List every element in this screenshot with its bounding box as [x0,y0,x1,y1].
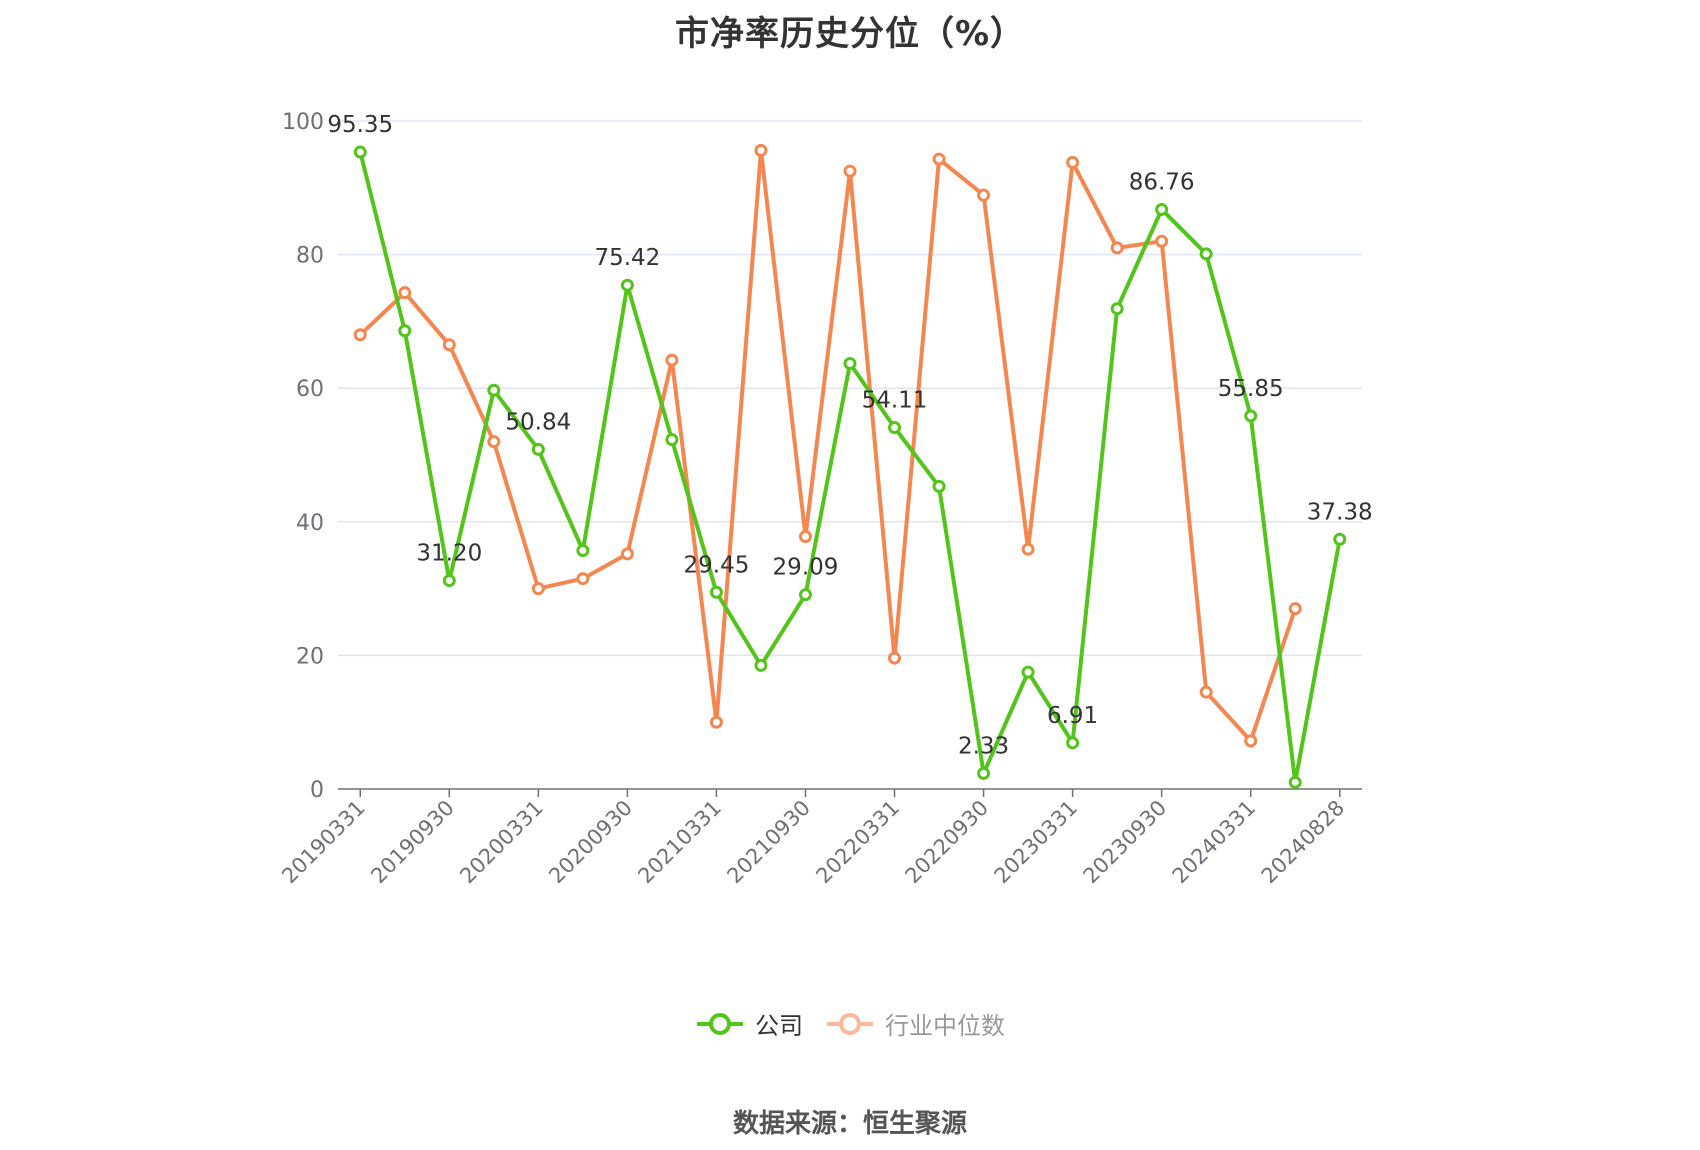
data-point-1 [1066,155,1080,169]
data-point-1 [754,143,768,157]
x-tick-label: 20220331 [812,796,905,889]
data-point-1 [620,547,634,561]
y-tick-label: 80 [296,244,324,269]
x-tick-label: 20200331 [455,796,548,889]
data-point-1 [977,188,991,202]
data-point-0 [932,479,946,493]
data-labels: 95.35 31.20 50.84 75.42 29.45 29.09 54.11 2.33 6… [327,112,1372,759]
data-point-0 [709,585,723,599]
y-tick-label: 20 [296,644,324,669]
data-point-0 [754,658,768,672]
data-point-0 [1155,202,1169,216]
data-point-1 [888,651,902,665]
data-label: 31.20 [416,541,482,567]
data-point-1 [932,152,946,166]
x-tick-label: 20200930 [544,796,637,889]
data-label: 50.84 [505,409,571,435]
data-point-1 [353,328,367,342]
series-line-1 [358,148,1298,743]
x-tick-label: 20230930 [1079,796,1172,889]
data-point-0 [353,145,367,159]
data-point-0 [1021,665,1035,679]
data-point-1 [665,353,679,367]
source-note: 数据来源：恒生聚源 [732,1109,967,1139]
data-point-0 [798,588,812,602]
legend-item-company[interactable]: 公司 [695,1006,803,1041]
y-tick-label: 100 [282,110,324,135]
series-line-0 [358,151,1342,785]
data-point-0 [843,356,857,370]
data-label: 86.76 [1129,169,1195,195]
data-point-0 [977,766,991,780]
data-label: 6.91 [1047,703,1098,729]
data-point-1 [398,286,412,300]
data-label: 29.45 [684,552,750,578]
legend-label-company: 公司 [755,1012,803,1040]
legend-line-circle-icon [827,1012,873,1035]
data-point-1 [798,529,812,543]
data-label: 29.09 [773,555,839,581]
x-tick-label: 20240828 [1257,796,1350,889]
data-point-0 [888,421,902,435]
data-point-1 [576,572,590,586]
data-point-0 [1288,775,1302,789]
data-point-0 [1333,532,1347,546]
data-point-0 [620,278,634,292]
grid-lines [338,120,1362,657]
data-point-1 [1021,542,1035,556]
y-tick-label: 60 [296,377,324,402]
data-point-1 [709,715,723,729]
data-point-1 [442,338,456,352]
legend: 公司 行业中位数 [0,1006,1700,1041]
data-label: 2.33 [958,733,1009,759]
data-point-1 [843,164,857,178]
data-point-0 [442,574,456,588]
data-label: 37.38 [1307,499,1373,525]
axes: 0 20 40 60 80 100 2019033120190930202003312020… [277,110,1362,888]
data-point-1 [531,582,545,596]
x-tick-label: 20190331 [277,796,370,889]
data-point-0 [398,324,412,338]
data-point-0 [487,383,501,397]
data-point-1 [1155,234,1169,248]
data-point-1 [1288,602,1302,616]
legend-line-circle-icon [697,1012,743,1035]
data-point-1 [1244,734,1258,748]
data-point-0 [576,544,590,558]
x-tick-label: 20220930 [901,796,994,889]
data-point-0 [531,442,545,456]
data-point-1 [1110,241,1124,255]
data-point-1 [487,435,501,449]
data-point-0 [1199,247,1213,261]
x-tick-label: 20210930 [722,796,815,889]
legend-label-industry-median: 行业中位数 [885,1012,1005,1040]
x-tick-label: 20230331 [990,796,1083,889]
legend-item-industry-median[interactable]: 行业中位数 [825,1006,1005,1041]
y-tick-label: 40 [296,511,324,536]
data-point-1 [1199,685,1213,699]
x-tick-label: 20210331 [633,796,726,889]
data-label: 55.85 [1218,376,1284,402]
data-point-0 [665,433,679,447]
data-point-0 [1066,736,1080,750]
data-label: 75.42 [594,245,660,271]
data-point-0 [1110,302,1124,316]
chart-title: 市净率历史分位（%） [674,14,1026,54]
data-label: 54.11 [862,388,928,414]
x-tick-label: 20240331 [1168,796,1261,889]
data-point-0 [1244,409,1258,423]
x-tick-label: 20190930 [366,796,459,889]
y-tick-label: 0 [310,778,324,803]
data-label: 95.35 [327,112,393,138]
series-lines [353,143,1347,789]
